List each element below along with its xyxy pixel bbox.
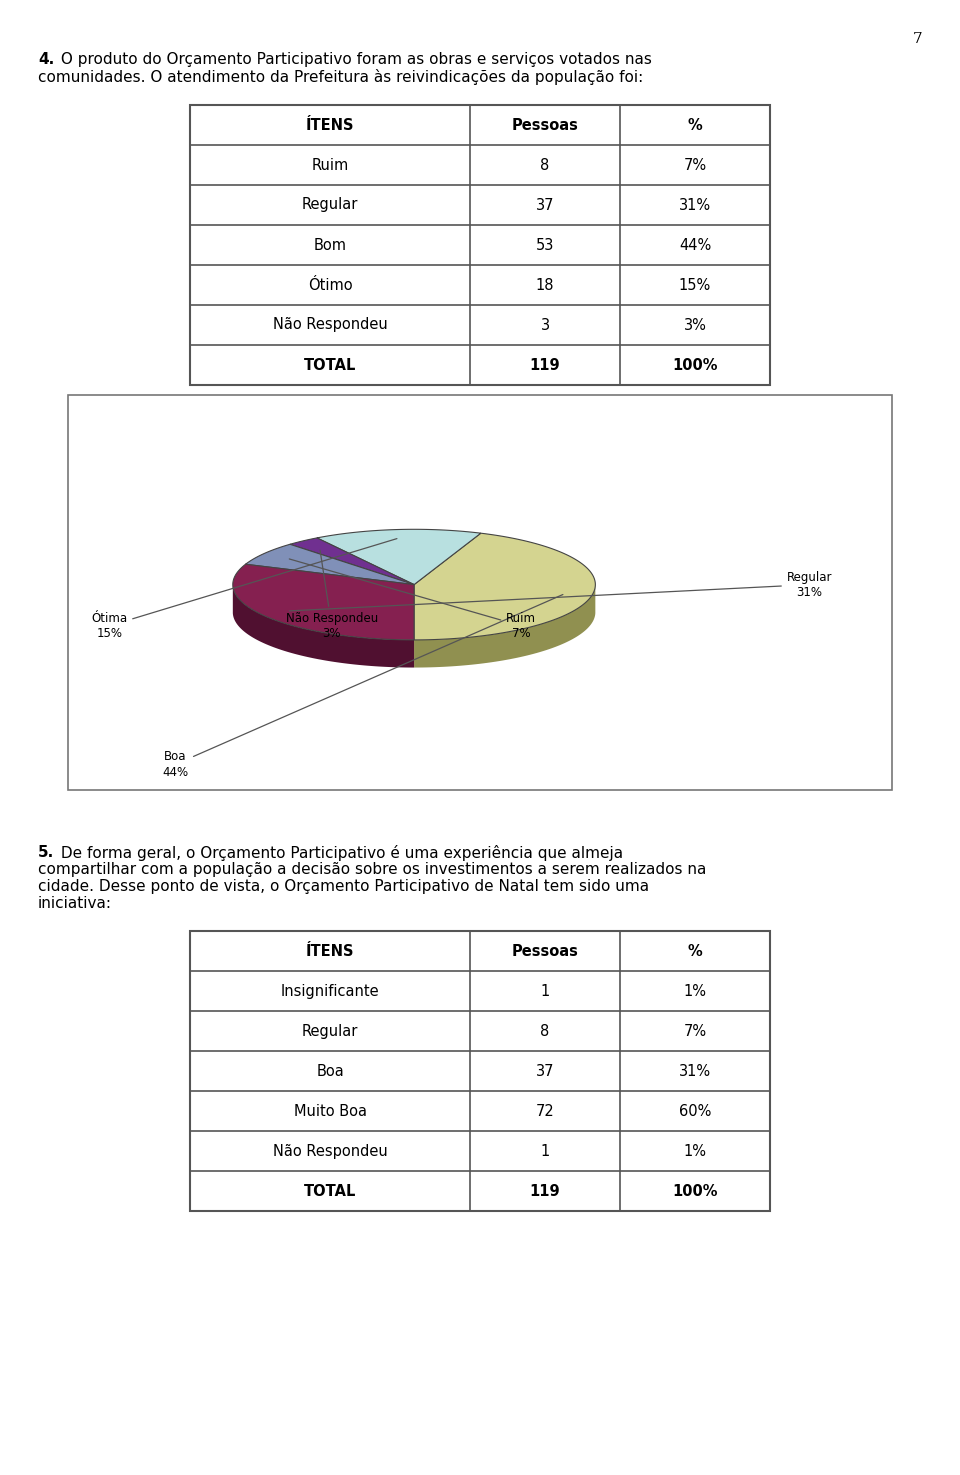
- Text: 31%: 31%: [679, 1063, 711, 1078]
- Text: 37: 37: [536, 1063, 554, 1078]
- Polygon shape: [290, 538, 414, 584]
- Polygon shape: [233, 586, 414, 668]
- Text: 72: 72: [536, 1103, 554, 1118]
- Text: 8: 8: [540, 158, 550, 173]
- Text: Ótimo: Ótimo: [308, 277, 352, 292]
- Text: Pessoas: Pessoas: [512, 944, 579, 959]
- Text: iniciativa:: iniciativa:: [38, 897, 112, 912]
- Polygon shape: [414, 586, 595, 668]
- Text: 100%: 100%: [672, 1184, 718, 1199]
- Text: Não Respondeu: Não Respondeu: [273, 1143, 388, 1159]
- Text: 5.: 5.: [38, 845, 55, 860]
- Text: 3%: 3%: [684, 317, 707, 332]
- Text: Ruim
7%: Ruim 7%: [289, 559, 537, 640]
- Text: 18: 18: [536, 277, 554, 292]
- Bar: [68, 395, 892, 791]
- Polygon shape: [414, 532, 595, 640]
- Text: cidade. Desse ponto de vista, o Orçamento Participativo de Natal tem sido uma: cidade. Desse ponto de vista, o Orçament…: [38, 879, 649, 894]
- Text: Bom: Bom: [314, 237, 347, 252]
- Text: Regular
31%: Regular 31%: [289, 571, 832, 611]
- Text: Boa: Boa: [316, 1063, 344, 1078]
- Text: Não Respondeu
3%: Não Respondeu 3%: [285, 550, 378, 640]
- Text: Regular: Regular: [301, 1024, 358, 1038]
- Text: 7%: 7%: [684, 158, 707, 173]
- Text: 53: 53: [536, 237, 554, 252]
- Text: TOTAL: TOTAL: [303, 357, 356, 373]
- Text: 1%: 1%: [684, 1143, 707, 1159]
- Text: 7%: 7%: [684, 1024, 707, 1038]
- Text: 1%: 1%: [684, 984, 707, 999]
- Text: %: %: [687, 944, 703, 959]
- Bar: [190, 931, 770, 1211]
- Text: comunidades. O atendimento da Prefeitura às reivindicações da população foi:: comunidades. O atendimento da Prefeitura…: [38, 69, 643, 86]
- Text: Pessoas: Pessoas: [512, 118, 579, 133]
- Text: Muito Boa: Muito Boa: [294, 1103, 367, 1118]
- Polygon shape: [233, 565, 414, 640]
- Text: 100%: 100%: [672, 357, 718, 373]
- Text: ÍTENS: ÍTENS: [305, 944, 354, 959]
- Bar: [190, 105, 770, 385]
- Text: 15%: 15%: [679, 277, 711, 292]
- Text: 1: 1: [540, 984, 550, 999]
- Polygon shape: [246, 544, 414, 584]
- Text: ÍTENS: ÍTENS: [305, 118, 354, 133]
- Text: 7: 7: [912, 32, 922, 46]
- Text: Ótima
15%: Ótima 15%: [91, 538, 396, 640]
- Text: Insignificante: Insignificante: [280, 984, 379, 999]
- Text: 3: 3: [540, 317, 549, 332]
- Text: Ruim: Ruim: [311, 158, 348, 173]
- Text: 31%: 31%: [679, 198, 711, 212]
- Text: De forma geral, o Orçamento Participativo é uma experiência que almeja: De forma geral, o Orçamento Participativ…: [56, 845, 623, 861]
- Text: Não Respondeu: Não Respondeu: [273, 317, 388, 332]
- Text: 4.: 4.: [38, 52, 55, 66]
- Text: %: %: [687, 118, 703, 133]
- Polygon shape: [317, 530, 481, 584]
- Text: 60%: 60%: [679, 1103, 711, 1118]
- Text: TOTAL: TOTAL: [303, 1184, 356, 1199]
- Text: 44%: 44%: [679, 237, 711, 252]
- Text: 119: 119: [530, 1184, 561, 1199]
- Text: 8: 8: [540, 1024, 550, 1038]
- Text: 119: 119: [530, 357, 561, 373]
- Text: Boa
44%: Boa 44%: [162, 594, 563, 779]
- Text: 1: 1: [540, 1143, 550, 1159]
- Text: Regular: Regular: [301, 198, 358, 212]
- Text: compartilhar com a população a decisão sobre os investimentos a serem realizados: compartilhar com a população a decisão s…: [38, 861, 707, 878]
- Text: 37: 37: [536, 198, 554, 212]
- Text: O produto do Orçamento Participativo foram as obras e serviços votados nas: O produto do Orçamento Participativo for…: [56, 52, 652, 66]
